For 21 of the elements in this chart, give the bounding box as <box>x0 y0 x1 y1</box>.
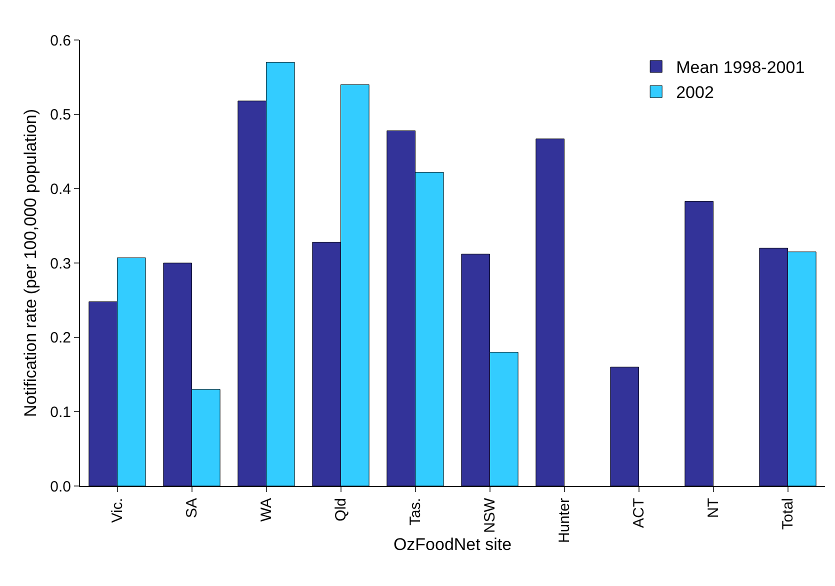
y-tick-label: 0.2 <box>50 330 71 347</box>
x-tick-label: Total <box>780 498 797 530</box>
x-tick-label: NSW <box>482 497 499 533</box>
legend-label: Mean 1998-2001 <box>676 58 805 78</box>
y-tick-label: 0.6 <box>50 32 71 50</box>
y-tick-label: 0.3 <box>50 255 71 272</box>
y-tick-label: 0.4 <box>50 180 71 198</box>
x-axis-title: OzFoodNet site <box>393 535 512 554</box>
x-tick-label: Vic. <box>109 498 126 523</box>
x-tick-label: NT <box>705 498 722 518</box>
x-tick-label: Qld <box>332 498 350 522</box>
y-tick-label: 0.1 <box>50 404 71 421</box>
y-axis-title: Notification rate (per 100,000 population) <box>21 108 40 418</box>
x-tick-label: ACT <box>630 498 648 528</box>
legend-label: 2002 <box>676 83 714 102</box>
y-tick-label: 0.5 <box>50 106 71 124</box>
x-tick-label: Tas. <box>407 498 424 526</box>
x-tick-label: WA <box>258 498 276 522</box>
x-tick-label: SA <box>184 498 201 518</box>
y-tick-label: 0.0 <box>50 478 71 496</box>
x-tick-label: Hunter <box>556 498 574 544</box>
